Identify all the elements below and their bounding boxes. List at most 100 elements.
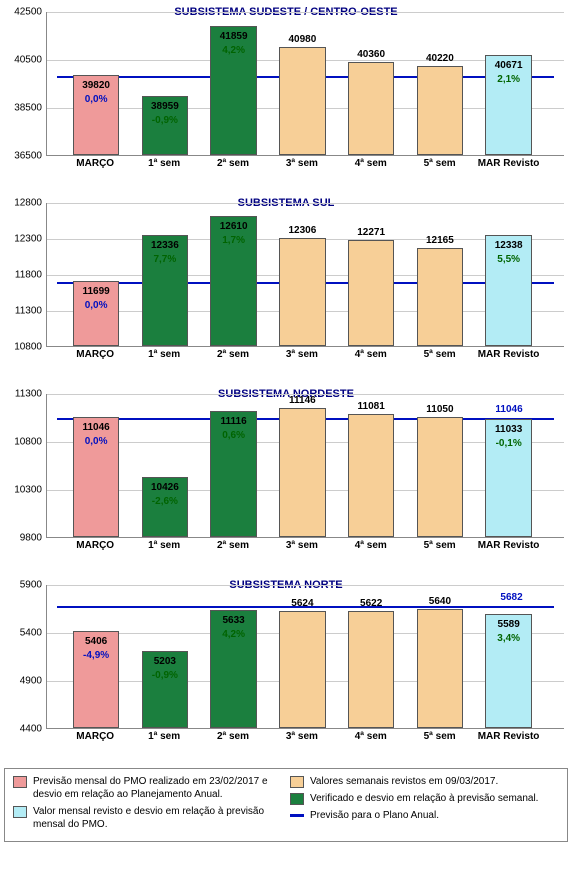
chart-3: SUBSISTEMA NORTE440049005400590056825406… bbox=[4, 577, 568, 762]
y-tick: 11300 bbox=[4, 306, 42, 317]
y-tick: 11800 bbox=[4, 270, 42, 281]
x-label: 2ª sem bbox=[197, 349, 270, 360]
bar-value: 10426 bbox=[151, 482, 179, 493]
bar-value: 12610 bbox=[220, 221, 248, 232]
bar: 12306 bbox=[279, 238, 326, 346]
bar-value: 5633 bbox=[222, 615, 244, 626]
y-tick: 10800 bbox=[4, 437, 42, 448]
legend-text: Verificado e desvio em relação à previsã… bbox=[310, 792, 538, 805]
chart-2: SUBSISTEMA NORDESTE980010300108001130011… bbox=[4, 386, 568, 571]
bar-value: 12271 bbox=[340, 227, 402, 238]
x-label: 1ª sem bbox=[128, 349, 201, 360]
bar-value: 5622 bbox=[340, 598, 402, 609]
bar: 11116 0,6% bbox=[210, 411, 257, 537]
bar-value: 5203 bbox=[154, 656, 176, 667]
bar: 5589 3,4% bbox=[485, 614, 532, 728]
bar-value: 5624 bbox=[271, 598, 333, 609]
y-tick: 42500 bbox=[4, 7, 42, 18]
plot-area: 11046110460,0%10426-2,6%111160,6%1114611… bbox=[46, 394, 564, 538]
chart-1: SUBSISTEMA SUL10800113001180012300128001… bbox=[4, 195, 568, 380]
bar-value: 38959 bbox=[151, 101, 179, 112]
x-label: MAR Revisto bbox=[472, 731, 545, 742]
x-label: MARÇO bbox=[59, 349, 132, 360]
bar: 418594,2% bbox=[210, 26, 257, 155]
x-label: 2ª sem bbox=[197, 731, 270, 742]
bar-value: 11050 bbox=[409, 404, 471, 415]
bar: 110460,0% bbox=[73, 417, 120, 537]
bar-value: 5640 bbox=[409, 596, 471, 607]
bar: 40980 bbox=[279, 47, 326, 155]
bar: 123385,5% bbox=[485, 235, 532, 346]
swatch-blue bbox=[290, 814, 304, 817]
bar: 38959 -0,9% bbox=[142, 96, 189, 155]
bar: 5624 bbox=[279, 611, 326, 729]
bar-value: 12165 bbox=[409, 235, 471, 246]
x-label: 4ª sem bbox=[335, 540, 408, 551]
x-label: MARÇO bbox=[59, 731, 132, 742]
bar-pct: 0,6% bbox=[211, 430, 256, 442]
x-label: 5ª sem bbox=[403, 349, 476, 360]
swatch-cyan bbox=[13, 806, 27, 818]
bar-pct: -2,6% bbox=[143, 496, 188, 508]
x-label: 5ª sem bbox=[403, 731, 476, 742]
bar: 116990,0% bbox=[73, 281, 120, 346]
x-label: MAR Revisto bbox=[472, 158, 545, 169]
swatch-red bbox=[13, 776, 27, 788]
y-tick: 38500 bbox=[4, 103, 42, 114]
x-label: 5ª sem bbox=[403, 540, 476, 551]
bar-value: 11116 bbox=[221, 416, 247, 427]
bar: 40220 bbox=[417, 66, 464, 155]
bar-pct: 0,0% bbox=[74, 436, 119, 448]
bar-value: 40671 bbox=[495, 60, 523, 71]
bar: 12165 bbox=[417, 248, 464, 346]
bar-pct: 7,7% bbox=[143, 254, 188, 266]
x-label: MARÇO bbox=[59, 158, 132, 169]
y-tick: 11300 bbox=[4, 389, 42, 400]
bar: 12336 7,7% bbox=[142, 235, 189, 346]
ref-label: 11046 bbox=[495, 404, 522, 415]
y-tick: 10800 bbox=[4, 342, 42, 353]
bar-value: 41859 bbox=[220, 31, 248, 42]
plot-area: 56825406-4,9%5203-0,9%56334,2%5624562256… bbox=[46, 585, 564, 729]
bar-pct: 3,4% bbox=[486, 633, 531, 645]
bar-pct: -4,9% bbox=[74, 650, 119, 662]
bar-value: 5406 bbox=[85, 636, 107, 647]
x-label: 2ª sem bbox=[197, 158, 270, 169]
swatch-orange bbox=[290, 776, 304, 788]
bar-pct: 2,1% bbox=[486, 74, 531, 86]
bar-value: 5589 bbox=[498, 619, 520, 630]
bar: 11081 bbox=[348, 414, 395, 537]
bar: 12610 1,7% bbox=[210, 216, 257, 346]
x-label: MAR Revisto bbox=[472, 349, 545, 360]
plot-area: 39820398200,0% 38959 -0,9% 418594,2% 40980 40… bbox=[46, 12, 564, 156]
swatch-green bbox=[290, 793, 304, 805]
bar-pct: 1,7% bbox=[211, 235, 256, 247]
y-tick: 12800 bbox=[4, 198, 42, 209]
bar: 398200,0% bbox=[73, 75, 120, 155]
legend-item-green: Verificado e desvio em relação à previsã… bbox=[290, 792, 559, 805]
x-label: MARÇO bbox=[59, 540, 132, 551]
bar-value: 12336 bbox=[151, 240, 179, 251]
chart-0: SUBSISTEMA SUDESTE / CENTRO-OESTE3650038… bbox=[4, 4, 568, 189]
x-label: MAR Revisto bbox=[472, 540, 545, 551]
bar: 11033-0,1% bbox=[485, 419, 532, 537]
legend-item-orange: Valores semanais revistos em 09/03/2017. bbox=[290, 775, 559, 788]
y-tick: 4900 bbox=[4, 676, 42, 687]
x-label: 5ª sem bbox=[403, 158, 476, 169]
bar: 5203 -0,9% bbox=[142, 651, 189, 728]
legend: Previsão mensal do PMO realizado em 23/0… bbox=[4, 768, 568, 842]
x-label: 4ª sem bbox=[335, 158, 408, 169]
x-label: 1ª sem bbox=[128, 158, 201, 169]
legend-item-cyan: Valor mensal revisto e desvio em relação… bbox=[13, 805, 282, 831]
bar-pct: -0,9% bbox=[143, 670, 188, 682]
bar-value: 11699 bbox=[82, 286, 109, 297]
bar-value: 39820 bbox=[82, 80, 110, 91]
legend-text: Previsão para o Plano Anual. bbox=[310, 809, 439, 822]
bar-value: 40220 bbox=[409, 53, 471, 64]
bar-pct: -0,9% bbox=[143, 115, 188, 127]
bar: 10426 -2,6% bbox=[142, 477, 189, 537]
bar: 40360 bbox=[348, 62, 395, 155]
legend-text: Valores semanais revistos em 09/03/2017. bbox=[310, 775, 498, 788]
bar: 11050 bbox=[417, 417, 464, 537]
bar-value: 11033 bbox=[495, 424, 522, 435]
